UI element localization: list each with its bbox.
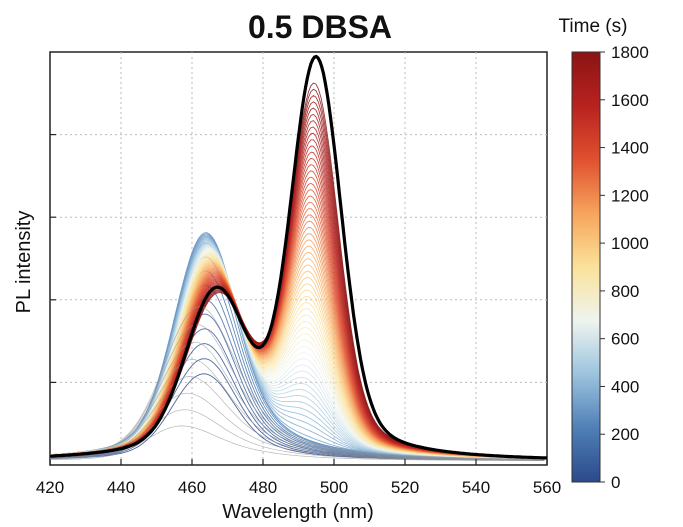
colorbar-tick-label: 1200	[611, 186, 649, 205]
x-tick-label: 420	[36, 478, 64, 497]
colorbar-gradient	[571, 51, 601, 483]
y-axis-label: PL intensity	[13, 211, 35, 314]
colorbar-tick-label: 1800	[611, 43, 649, 62]
x-tick-label: 480	[249, 478, 277, 497]
early-spectrum-curve	[49, 376, 545, 461]
colorbar-tick-label: 600	[611, 330, 639, 349]
colorbar-tick-label: 0	[611, 473, 620, 492]
early-spectrum-curve	[49, 359, 545, 461]
colorbar-tick-label: 400	[611, 377, 639, 396]
x-axis-label: Wavelength (nm)	[222, 501, 374, 523]
colorbar-ticks: 0 200 400 600 800 1000 1200 1400 1600 1800	[600, 43, 649, 492]
x-tick-label: 520	[391, 478, 419, 497]
chart-title: 0.5 DBSA	[248, 9, 392, 45]
x-tick-label: 500	[320, 478, 348, 497]
early-spectrum-curve	[49, 409, 545, 461]
colorbar-title: Time (s)	[559, 16, 628, 37]
x-tick-label: 460	[178, 478, 206, 497]
colorbar-tick-label: 200	[611, 425, 639, 444]
x-tick-label: 560	[533, 478, 561, 497]
colorbar: Time (s) 0 200 400 600 800 1000 1200 1400 1600 18…	[559, 16, 649, 492]
x-tick-label: 440	[107, 478, 135, 497]
plot-area: 420 440 460 480 500 520 540 560	[36, 51, 561, 497]
spectra-curves	[49, 54, 548, 461]
x-tick-label: 540	[462, 478, 490, 497]
colorbar-tick-label: 1400	[611, 139, 649, 158]
colorbar-tick-label: 1000	[611, 234, 649, 253]
colorbar-tick-label: 1600	[611, 91, 649, 110]
colorbar-tick-label: 800	[611, 282, 639, 301]
early-spectrum-curve	[49, 324, 545, 460]
final-spectrum-curve	[49, 54, 548, 460]
early-spectrum-curve	[49, 306, 545, 460]
plot-frame	[49, 51, 548, 466]
x-ticks: 420 440 460 480 500 520 540 560	[36, 459, 561, 497]
early-spectrum-curve	[50, 425, 545, 461]
